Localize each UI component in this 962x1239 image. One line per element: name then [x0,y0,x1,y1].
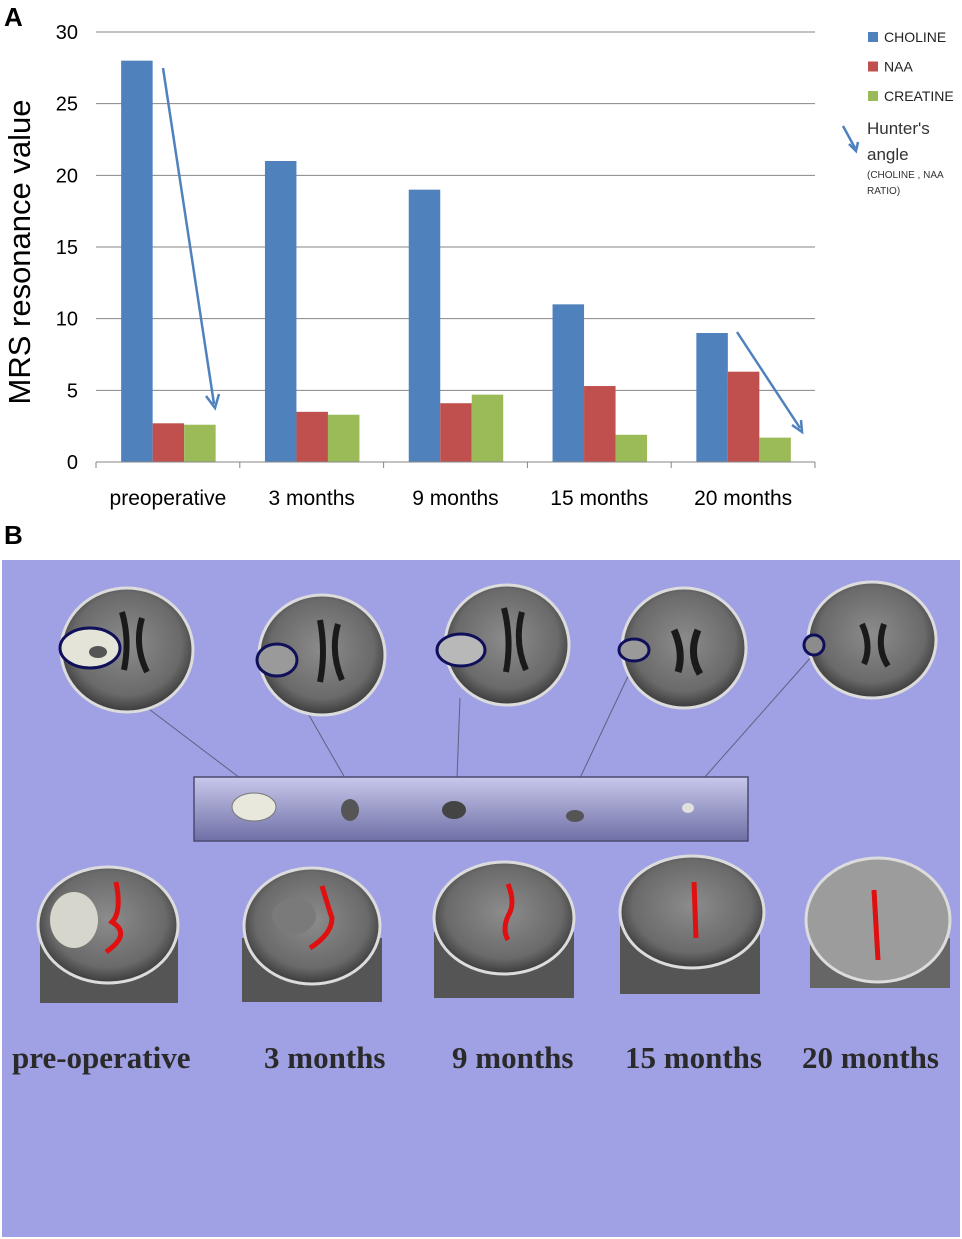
caption-9-months: 9 months [452,1040,574,1075]
coronal-scan-9-months [432,860,576,998]
bar-naa-9-months [440,403,472,462]
bar-naa-3-months [296,411,328,462]
y-tick-10: 10 [56,309,78,331]
connector-lines [136,655,813,779]
coronal-scan-preoperative [36,865,180,1003]
x-tick-9-months: 9 months [412,487,498,510]
bar-creatine-3-months [327,414,360,462]
x-tick-15-months: 15 months [550,487,648,510]
legend-label-choline: CHOLINE [884,29,946,45]
axial-scan-9-months [435,583,571,707]
mri-figure [36,580,952,1003]
chart-legend: CHOLINE NAA CREATINE [868,29,954,104]
bar-choline-9-months [408,189,441,462]
bar-creatine-15-months [615,434,648,462]
bar-creatine-20-months [759,437,791,462]
chart-bars [121,60,791,463]
y-tick-30: 30 [56,22,78,44]
y-axis-label: MRS resonance value [2,100,37,405]
legend-swatch-creatine [868,91,878,101]
bar-choline-15-months [552,304,585,462]
panel-a-label: A [4,2,23,32]
coronal-scan-3-months [242,866,382,1002]
axial-scan-20-months [802,580,938,700]
annotation-title-line1: Hunter's [867,119,930,138]
legend-label-naa: NAA [884,59,913,75]
bar-naa-20-months [727,371,760,462]
y-tick-25: 25 [56,94,78,116]
y-tick-15: 15 [56,237,78,259]
bar-creatine-preoperative [184,424,216,462]
x-tick-3-months: 3 months [269,487,355,510]
chart-axes [95,461,816,468]
late-trend-arrow-head-icon [791,419,804,435]
bar-naa-15-months [584,386,616,462]
coronal-scan-20-months [804,856,952,988]
late-trend-arrow [735,331,802,429]
caption-20-months: 20 months [802,1040,939,1075]
axial-scan-15-months [617,586,748,710]
bar-creatine-9-months [471,394,504,462]
mri-panel: pre-operative 3 months 9 months 15 month… [2,560,960,1237]
y-tick-labels: 0 5 10 15 20 25 30 [56,22,78,474]
annotation-title-line2: angle [867,145,909,164]
preoperative-trend-arrow-head-icon [205,393,221,411]
y-tick-20: 20 [56,165,78,187]
y-tick-0: 0 [67,452,78,474]
lesion-volume-strip [193,776,749,842]
legend-swatch-choline [868,32,878,42]
panel-b-label: B [4,520,23,550]
hunters-angle-legend: Hunter's angle (CHOLINE , NAA RATIO) [841,119,944,197]
annotation-note-line1: (CHOLINE , NAA [867,170,944,181]
legend-arrow-head-icon [848,141,860,154]
legend-arrow-icon [841,125,857,149]
x-tick-preoperative: preoperative [110,487,227,510]
chart-gridlines [96,31,815,391]
preoperative-trend-arrow [161,67,216,405]
x-tick-labels: preoperative 3 months 9 months 15 months 20 … [110,487,793,510]
caption-3-months: 3 months [264,1040,386,1075]
bar-choline-preoperative [121,60,153,463]
axial-scan-preoperative [58,586,195,714]
legend-label-creatine: CREATINE [884,88,954,104]
legend-swatch-naa [868,61,878,72]
bar-choline-20-months [696,333,728,462]
x-tick-20-months: 20 months [694,487,792,510]
y-tick-5: 5 [67,380,78,402]
bar-naa-preoperative [152,423,185,462]
annotation-note-line2: RATIO) [867,186,900,197]
trend-arrows [161,67,804,435]
axial-scan-3-months [255,593,387,717]
bar-choline-3-months [264,161,297,462]
bar-chart: 0 5 10 15 20 25 30 preoperative 3 months 9 month… [2,22,954,510]
caption-15-months: 15 months [625,1040,762,1075]
coronal-scan-15-months [618,854,766,994]
caption-preoperative: pre-operative [12,1040,191,1075]
